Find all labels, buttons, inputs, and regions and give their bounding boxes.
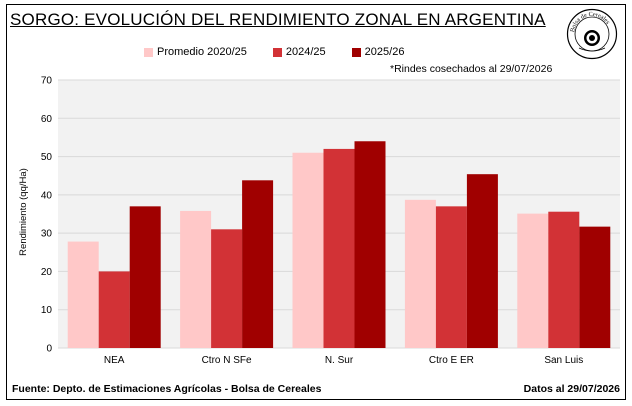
chart-title: SORGO: EVOLUCIÓN DEL RENDIMIENTO ZONAL E…: [10, 10, 546, 29]
y-tick-label: 10: [41, 305, 53, 316]
x-tick-label: Ctro E ER: [429, 355, 474, 366]
x-tick-label: San Luis: [544, 355, 583, 366]
bar-promedio: [292, 152, 324, 348]
bar-2025-26: [354, 141, 386, 348]
bar-2024-25: [323, 148, 355, 348]
y-tick-label: 0: [46, 344, 52, 355]
bar-promedio: [67, 241, 99, 348]
bar-2024-25: [548, 211, 580, 348]
y-tick-label: 30: [41, 229, 53, 240]
bar-2024-25: [211, 229, 243, 348]
bar-promedio: [404, 199, 436, 348]
legend-item-2025: 2025/26: [351, 46, 405, 58]
legend-swatch-2025: [351, 47, 361, 57]
footer-date: Datos al 29/07/2026: [523, 383, 620, 395]
bar-2024-25: [435, 206, 467, 348]
bar-2025-26: [466, 174, 498, 348]
legend-swatch-2024: [272, 47, 282, 57]
x-axis-ticks: NEA Ctro N SFe N. Sur Ctro E ER San Luis: [104, 355, 583, 366]
legend-swatch-promedio: [144, 47, 153, 57]
bar-2025-26: [242, 180, 274, 348]
footer-source: Fuente: Depto. de Estimaciones Agrícolas…: [12, 383, 322, 395]
bar-promedio: [517, 213, 549, 348]
y-axis-ticks: 0 10 20 30 40 50 60 70: [41, 76, 53, 355]
y-tick-label: 50: [41, 152, 53, 163]
bars: [67, 141, 611, 348]
bar-2025-26: [579, 226, 611, 348]
legend-item-2024: 2024/25: [272, 46, 326, 58]
bolsa-de-cereales-seal-icon: Bolsa de Cereales: [566, 8, 618, 60]
x-tick-label: Ctro N SFe: [202, 355, 252, 366]
y-tick-label: 20: [41, 267, 53, 278]
harvest-note: *Rindes cosechados al 29/07/2026: [390, 63, 553, 75]
chart-legend: Promedio 2020/25 2024/25 2025/26: [144, 44, 430, 60]
y-tick-label: 60: [41, 114, 53, 125]
bar-2025-26: [129, 206, 161, 348]
x-tick-label: N. Sur: [325, 355, 354, 366]
y-tick-label: 40: [41, 190, 53, 201]
bar-2024-25: [98, 271, 130, 348]
legend-label-2025: 2025/26: [364, 46, 405, 58]
y-tick-label: 70: [41, 76, 53, 87]
legend-label-promedio: Promedio 2020/25: [157, 46, 247, 58]
x-tick-label: NEA: [104, 355, 125, 366]
legend-item-promedio: Promedio 2020/25: [144, 46, 247, 58]
bar-promedio: [180, 210, 212, 348]
legend-label-2024: 2024/25: [285, 46, 326, 58]
y-axis-label: Rendimiento (qq/Ha): [18, 168, 29, 256]
